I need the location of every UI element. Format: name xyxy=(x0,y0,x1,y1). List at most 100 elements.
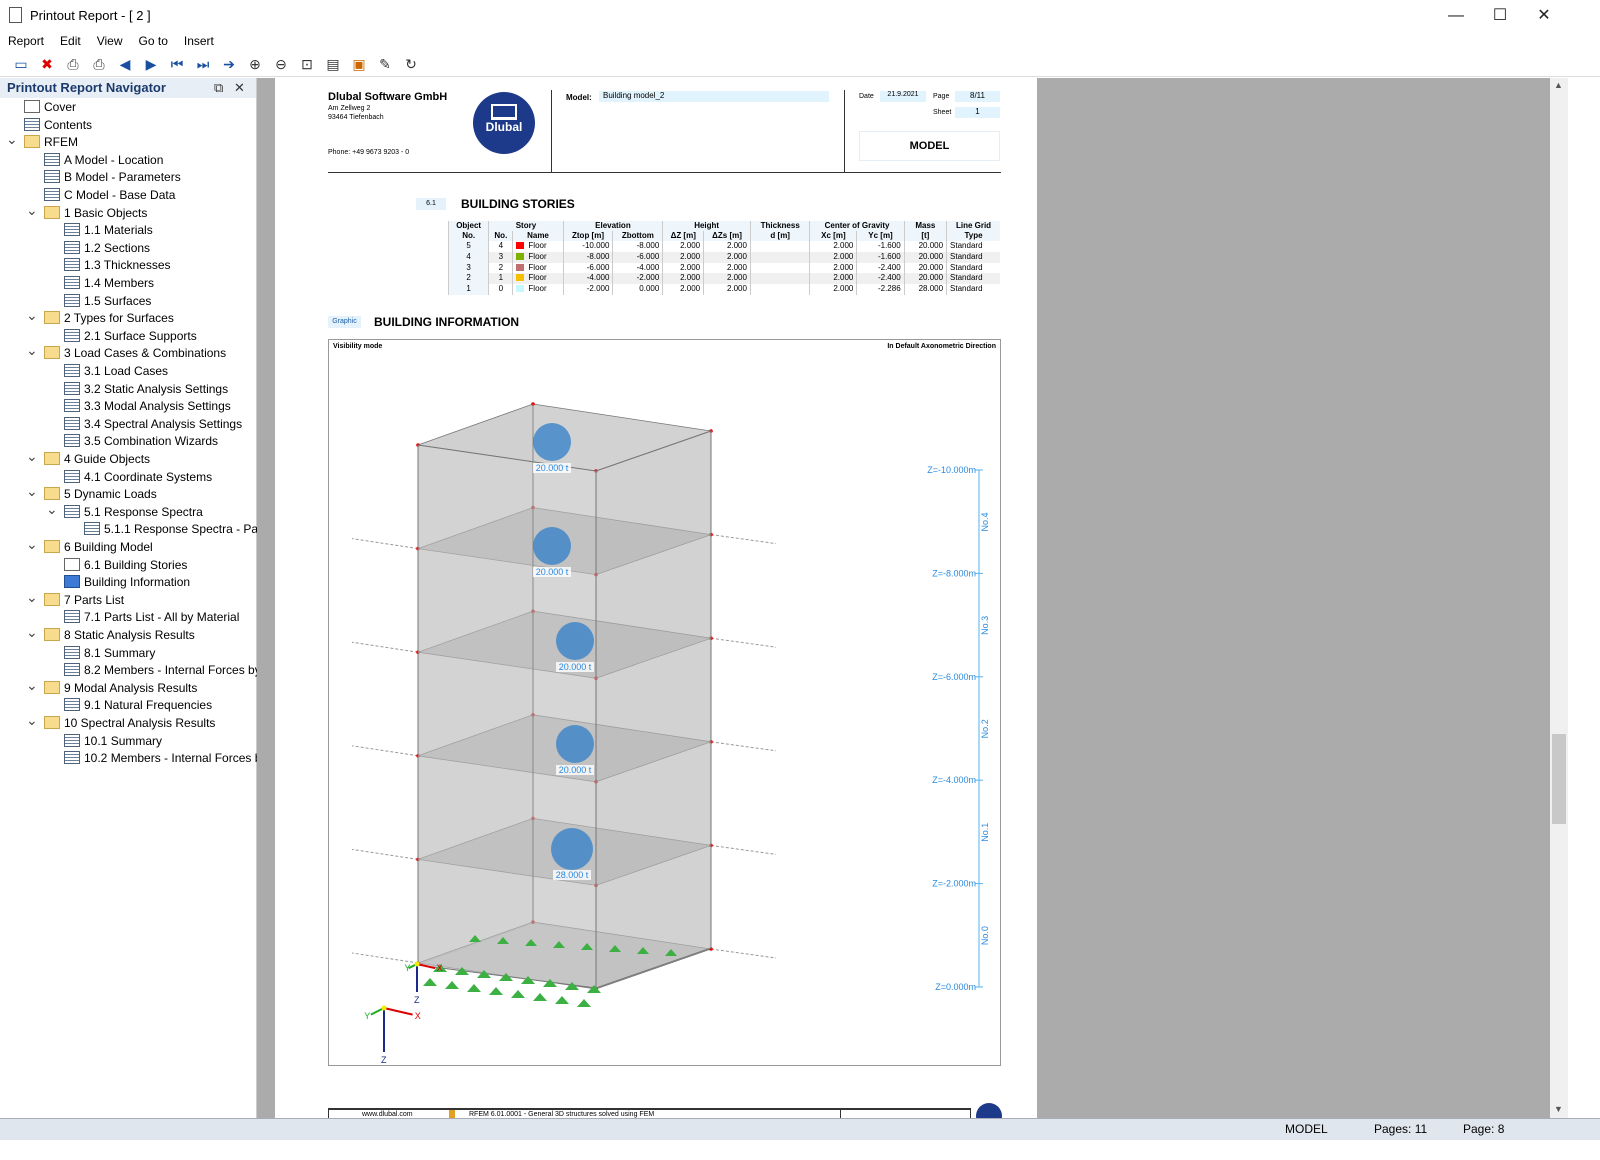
menu-view[interactable]: View xyxy=(96,34,123,48)
nav-item[interactable]: 8.1 Summary xyxy=(64,644,155,662)
scroll-thumb[interactable] xyxy=(1552,734,1566,824)
nav-item-label: 8 Static Analysis Results xyxy=(64,628,195,642)
nav-item[interactable]: 9 Modal Analysis Results xyxy=(44,679,197,697)
chevron-down-icon[interactable]: ⌄ xyxy=(26,712,38,728)
nav-item[interactable]: 3.3 Modal Analysis Settings xyxy=(64,397,231,415)
export-icon[interactable]: ▣ xyxy=(352,56,366,72)
chevron-down-icon[interactable]: ⌄ xyxy=(26,588,38,605)
folder-icon xyxy=(44,628,60,641)
close-button[interactable]: ✕ xyxy=(1537,7,1551,24)
nav-item[interactable]: Cover xyxy=(24,98,76,116)
first-page-icon[interactable]: ⏮ xyxy=(170,56,184,72)
nav-item-label: 10.1 Summary xyxy=(84,733,163,748)
next-icon[interactable]: ▶ xyxy=(145,56,157,72)
last-page-icon[interactable]: ⏭ xyxy=(196,56,210,72)
chevron-down-icon[interactable]: ⌄ xyxy=(6,131,18,148)
nav-item[interactable]: 3.4 Spectral Analysis Settings xyxy=(64,415,242,433)
chevron-down-icon[interactable]: ⌄ xyxy=(26,536,38,552)
nav-item[interactable]: 3.1 Load Cases xyxy=(64,362,168,380)
nav-item[interactable]: 7 Parts List xyxy=(44,591,124,609)
chevron-down-icon[interactable]: ⌄ xyxy=(26,307,38,324)
nav-item[interactable]: 5 Dynamic Loads xyxy=(44,485,157,503)
nav-item[interactable]: 6.1 Building Stories xyxy=(64,556,187,574)
nav-item[interactable]: B Model - Parameters xyxy=(44,168,181,186)
menu-goto[interactable]: Go to xyxy=(138,34,168,48)
print-icon[interactable]: ⎙ xyxy=(67,56,79,72)
chevron-down-icon[interactable]: ⌄ xyxy=(26,342,38,359)
report-page: Dlubal Software GmbH Am Zellweg 2 93464 … xyxy=(275,78,1037,1118)
nav-item[interactable]: 9.1 Natural Frequencies xyxy=(64,696,212,714)
vertical-scrollbar[interactable]: ▲ ▼ xyxy=(1550,78,1568,1118)
page-setup-icon[interactable]: ▤ xyxy=(326,56,340,72)
nav-item[interactable]: Building Information xyxy=(64,573,190,591)
nav-item[interactable]: A Model - Location xyxy=(44,151,163,169)
menu-insert[interactable]: Insert xyxy=(183,34,214,48)
cell-ztop: -6.000 xyxy=(562,262,613,274)
close-navigator-icon[interactable]: ✕ xyxy=(234,80,245,95)
menu-edit[interactable]: Edit xyxy=(60,34,81,48)
nav-item[interactable]: 5.1 Response Spectra xyxy=(64,503,203,521)
maximize-button[interactable]: ☐ xyxy=(1492,7,1508,24)
nav-item[interactable]: 1 Basic Objects xyxy=(44,204,147,222)
nav-item[interactable]: 3 Load Cases & Combinations xyxy=(44,344,226,362)
chevron-down-icon[interactable]: ⌄ xyxy=(26,676,38,693)
nav-item[interactable]: 3.5 Combination Wizards xyxy=(64,432,218,450)
zoom-in-icon[interactable]: ⊕ xyxy=(249,56,261,72)
chevron-down-icon[interactable]: ⌄ xyxy=(26,201,38,218)
nav-item[interactable]: 1.5 Surfaces xyxy=(64,292,151,310)
nav-item-label: 6.1 Building Stories xyxy=(84,557,188,572)
nav-item[interactable]: 4.1 Coordinate Systems xyxy=(64,468,212,486)
refresh-icon[interactable]: ↻ xyxy=(405,56,417,72)
cell-yc: -2.286 xyxy=(856,284,905,295)
folder-icon xyxy=(44,680,60,694)
float-icon[interactable]: ⧉ xyxy=(214,80,224,95)
axis-line xyxy=(351,641,419,653)
nav-item[interactable]: 10 Spectral Analysis Results xyxy=(44,714,215,732)
nav-item[interactable]: 10.2 Members - Internal Forces b... xyxy=(64,749,271,767)
folder-icon xyxy=(44,205,60,219)
print-setup-icon[interactable]: ⎙ xyxy=(93,56,105,72)
level-label: Z=-6.000m xyxy=(932,672,976,682)
company-name: Dlubal Software GmbH xyxy=(328,91,448,103)
chevron-down-icon[interactable]: ⌄ xyxy=(26,483,38,500)
date-label: Date xyxy=(859,93,874,100)
chevron-down-icon[interactable]: ⌄ xyxy=(26,624,38,640)
nav-item[interactable]: 7.1 Parts List - All by Material xyxy=(64,608,239,626)
menu-report[interactable]: Report xyxy=(8,34,45,48)
fit-page-icon[interactable]: ⊡ xyxy=(301,56,313,72)
chevron-down-icon[interactable]: ⌄ xyxy=(26,448,38,464)
nav-item[interactable]: C Model - Base Data xyxy=(44,186,175,204)
minimize-button[interactable]: — xyxy=(1448,7,1464,24)
nav-item[interactable]: 1.1 Materials xyxy=(64,221,153,239)
nav-item[interactable]: 2.1 Surface Supports xyxy=(64,327,197,345)
cell-no: 4 xyxy=(488,241,513,252)
nav-item[interactable]: 2 Types for Surfaces xyxy=(44,309,174,327)
cell-type: Standard xyxy=(946,262,1000,274)
nav-item[interactable]: 5.1.1 Response Spectra - Pa... xyxy=(84,520,268,538)
nav-item[interactable]: 8 Static Analysis Results xyxy=(44,626,195,644)
col-name: Name xyxy=(512,231,564,241)
nav-item[interactable]: 8.2 Members - Internal Forces by... xyxy=(64,661,270,679)
new-report-icon[interactable]: ▭ xyxy=(14,56,28,72)
nav-item[interactable]: 6 Building Model xyxy=(44,538,153,556)
edit-icon[interactable]: ✎ xyxy=(379,56,391,72)
col-elevation: Elevation xyxy=(562,221,663,231)
nav-item[interactable]: 3.2 Static Analysis Settings xyxy=(64,380,228,398)
nav-item[interactable]: 1.2 Sections xyxy=(64,239,150,257)
report-icon xyxy=(9,7,22,23)
nav-item[interactable]: Contents xyxy=(24,116,92,134)
previous-icon[interactable]: ◀ xyxy=(119,56,131,72)
cell-xc: 2.000 xyxy=(809,262,857,274)
zoom-out-icon[interactable]: ⊖ xyxy=(275,56,287,72)
nav-item[interactable]: 1.3 Thicknesses xyxy=(64,256,171,274)
nav-item-label: 1.4 Members xyxy=(84,276,155,290)
jump-icon[interactable]: ➔ xyxy=(223,56,235,72)
delete-report-icon[interactable]: ✖ xyxy=(41,56,53,72)
nav-item[interactable]: 4 Guide Objects xyxy=(44,450,150,468)
nav-item[interactable]: 1.4 Members xyxy=(64,274,154,292)
nav-item[interactable]: RFEM xyxy=(24,133,78,151)
nav-item[interactable]: 10.1 Summary xyxy=(64,732,162,750)
table-icon xyxy=(64,276,80,289)
chevron-down-icon[interactable]: ⌄ xyxy=(46,500,58,517)
table-row: 2 1 Floor -4.000 -2.000 2.000 2.000 2.000 -2.400… xyxy=(447,273,1000,285)
